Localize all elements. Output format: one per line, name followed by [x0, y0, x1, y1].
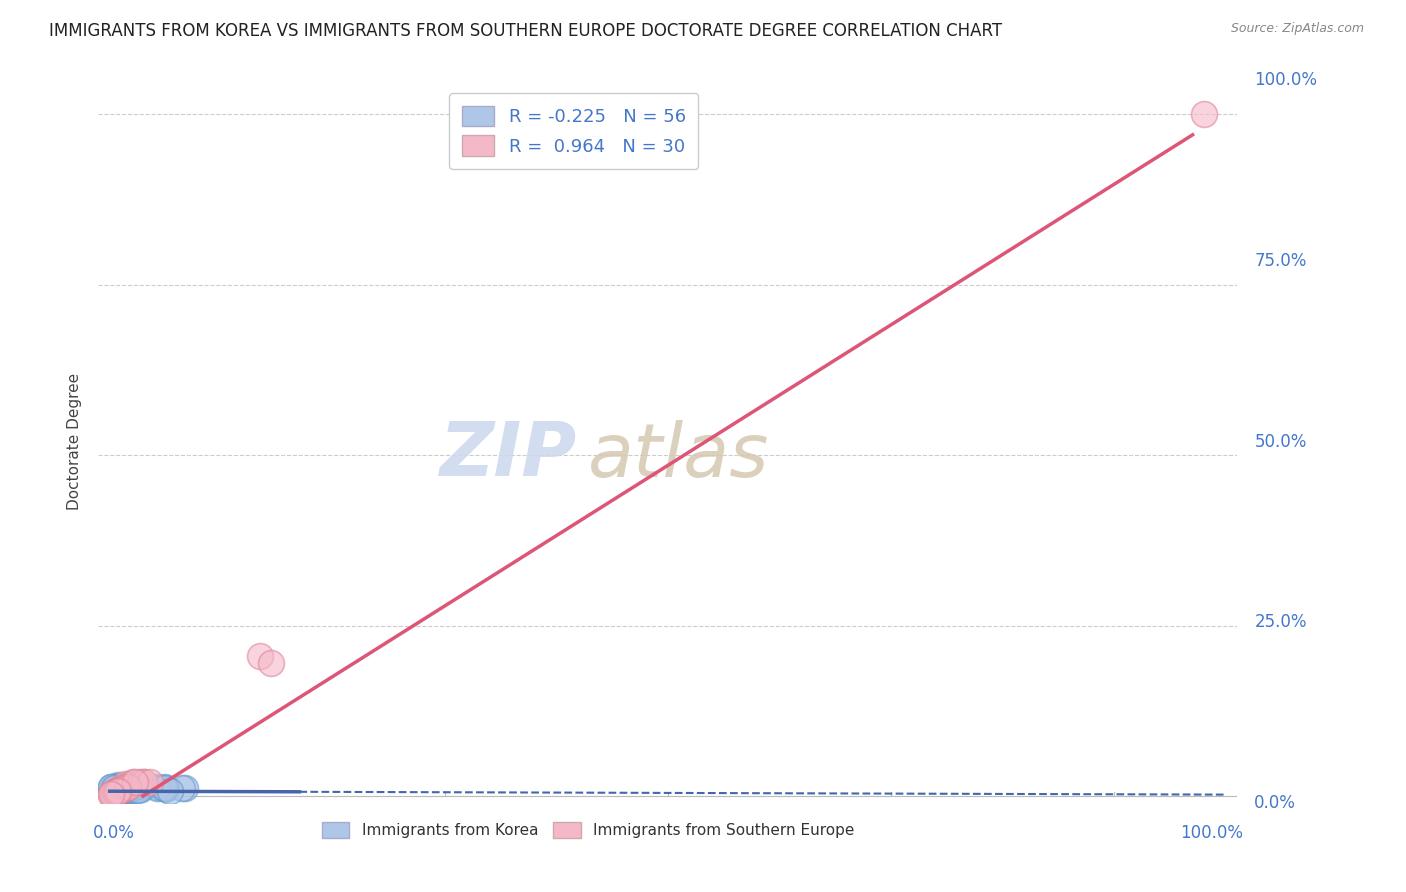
Legend: Immigrants from Korea, Immigrants from Southern Europe: Immigrants from Korea, Immigrants from S…: [314, 814, 862, 846]
Point: [152, 781, 174, 796]
Point: [125, 782, 148, 797]
Point: [138, 775, 160, 789]
Point: [103, 781, 125, 796]
Point: [155, 780, 177, 795]
Text: 100.0%: 100.0%: [1180, 824, 1243, 842]
Point: [120, 777, 142, 791]
Point: [117, 781, 139, 796]
Point: [120, 782, 142, 797]
Y-axis label: Doctorate Degree: Doctorate Degree: [67, 373, 83, 510]
Text: 25.0%: 25.0%: [1254, 613, 1306, 632]
Text: 0.0%: 0.0%: [1254, 794, 1296, 812]
Point: [112, 781, 135, 796]
Point: [120, 781, 142, 796]
Point: [159, 783, 181, 797]
Point: [104, 782, 127, 797]
Point: [100, 780, 122, 795]
Point: [122, 775, 145, 789]
Point: [111, 781, 134, 796]
Point: [127, 778, 149, 792]
Point: [100, 780, 122, 794]
Point: [101, 781, 124, 796]
Point: [121, 782, 143, 797]
Text: IMMIGRANTS FROM KOREA VS IMMIGRANTS FROM SOUTHERN EUROPE DOCTORATE DEGREE CORREL: IMMIGRANTS FROM KOREA VS IMMIGRANTS FROM…: [49, 22, 1002, 40]
Point: [107, 784, 129, 798]
Point: [114, 781, 136, 796]
Point: [110, 782, 132, 797]
Point: [129, 775, 152, 789]
Point: [103, 783, 125, 797]
Point: [125, 781, 148, 796]
Point: [100, 789, 122, 803]
Text: 75.0%: 75.0%: [1254, 252, 1306, 270]
Point: [108, 783, 131, 797]
Point: [120, 780, 142, 795]
Point: [111, 783, 134, 797]
Point: [103, 787, 125, 801]
Point: [118, 780, 141, 794]
Text: ZIP: ZIP: [440, 419, 576, 492]
Text: 0.0%: 0.0%: [93, 824, 135, 842]
Point: [100, 783, 122, 797]
Point: [103, 784, 125, 798]
Point: [107, 780, 129, 795]
Point: [112, 781, 135, 796]
Point: [115, 779, 138, 793]
Point: [1192, 107, 1215, 121]
Point: [117, 782, 139, 797]
Point: [124, 775, 146, 789]
Point: [105, 782, 128, 797]
Point: [103, 780, 125, 794]
Point: [131, 780, 153, 794]
Point: [115, 782, 138, 797]
Point: [104, 780, 127, 795]
Point: [104, 785, 127, 799]
Point: [108, 783, 131, 797]
Point: [105, 785, 128, 799]
Point: [107, 780, 129, 794]
Point: [249, 649, 271, 664]
Point: [117, 780, 139, 794]
Point: [124, 783, 146, 797]
Point: [120, 781, 142, 796]
Point: [104, 780, 127, 794]
Point: [115, 778, 138, 792]
Point: [146, 780, 169, 795]
Point: [105, 785, 128, 799]
Point: [117, 780, 139, 794]
Point: [115, 783, 138, 797]
Point: [111, 782, 134, 797]
Point: [104, 781, 127, 796]
Point: [108, 781, 131, 796]
Point: [107, 778, 129, 792]
Text: atlas: atlas: [588, 420, 769, 492]
Point: [260, 656, 283, 670]
Point: [124, 780, 146, 795]
Point: [127, 782, 149, 797]
Point: [117, 779, 139, 793]
Point: [155, 781, 177, 796]
Point: [146, 780, 169, 795]
Text: 100.0%: 100.0%: [1254, 71, 1317, 89]
Point: [112, 783, 135, 797]
Point: [103, 780, 125, 795]
Point: [172, 781, 194, 796]
Point: [105, 784, 128, 798]
Point: [115, 780, 138, 795]
Point: [100, 787, 122, 801]
Point: [174, 781, 197, 796]
Point: [122, 782, 145, 797]
Point: [112, 780, 135, 794]
Point: [118, 778, 141, 792]
Point: [104, 786, 127, 800]
Point: [127, 779, 149, 793]
Point: [134, 775, 156, 789]
Point: [132, 775, 155, 789]
Point: [131, 781, 153, 796]
Text: 50.0%: 50.0%: [1254, 433, 1306, 450]
Point: [114, 777, 136, 791]
Point: [101, 786, 124, 800]
Point: [153, 780, 176, 794]
Text: Source: ZipAtlas.com: Source: ZipAtlas.com: [1230, 22, 1364, 36]
